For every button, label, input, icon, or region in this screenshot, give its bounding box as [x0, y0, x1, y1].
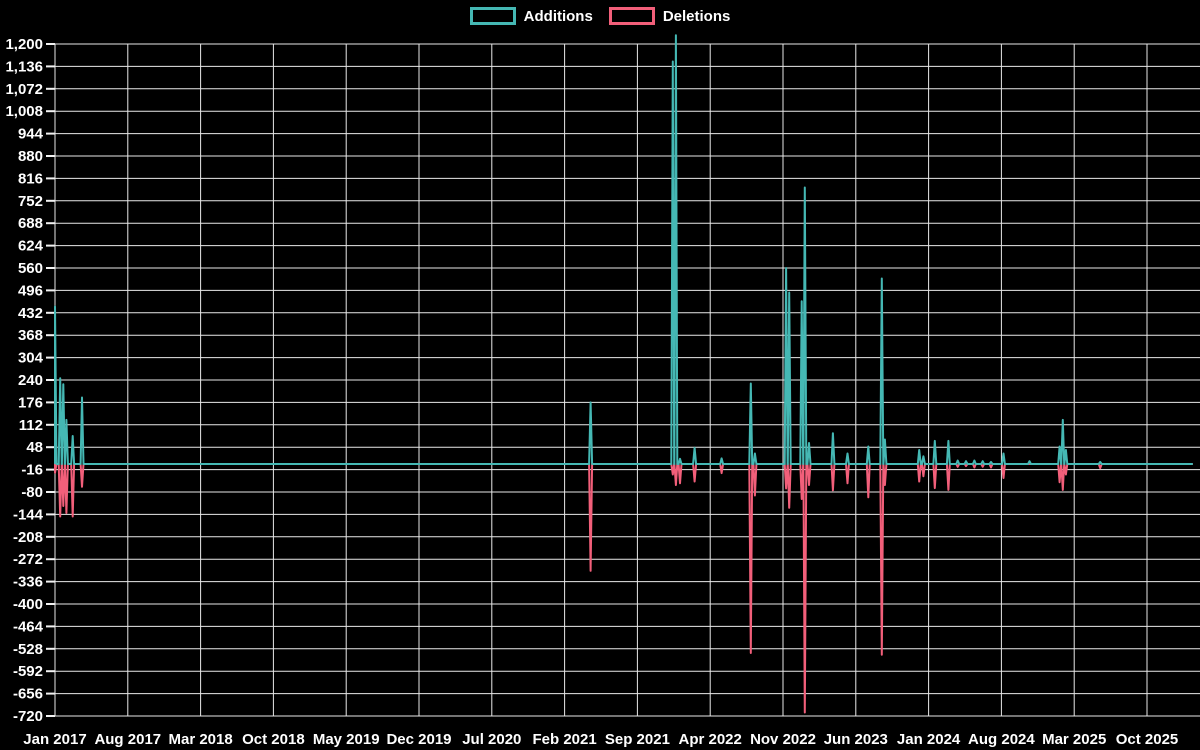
legend-label-deletions: Deletions	[662, 7, 731, 25]
legend-item-additions[interactable]: Additions	[469, 7, 593, 25]
y-tick-label: -464	[13, 618, 44, 635]
y-tick-label: -592	[13, 663, 43, 680]
y-tick-label: -144	[13, 506, 44, 523]
x-tick-label: Sep 2021	[605, 731, 670, 748]
y-tick-label: -16	[21, 462, 43, 479]
y-tick-label: 816	[18, 170, 43, 187]
x-tick-label: Mar 2018	[168, 731, 232, 748]
y-tick-label: -656	[13, 686, 43, 703]
x-tick-label: May 2019	[313, 731, 380, 748]
y-tick-label: -336	[13, 574, 43, 591]
additions-swatch-icon	[469, 7, 516, 25]
x-tick-label: Feb 2021	[532, 731, 596, 748]
x-tick-label: Aug 2017	[94, 731, 161, 748]
y-tick-label: 880	[18, 148, 43, 165]
y-tick-label: -80	[21, 484, 43, 501]
deletions-swatch-icon	[608, 7, 655, 25]
legend-item-deletions[interactable]: Deletions	[608, 7, 731, 25]
y-tick-label: 1,136	[5, 58, 43, 75]
y-tick-label: -720	[13, 708, 43, 725]
legend-label-additions: Additions	[523, 7, 593, 25]
y-tick-label: 944	[18, 126, 44, 143]
y-tick-label: -528	[13, 641, 43, 658]
x-tick-label: Oct 2025	[1116, 731, 1179, 748]
y-tick-label: 496	[18, 282, 43, 299]
x-tick-label: Jan 2024	[897, 731, 961, 748]
y-tick-label: 752	[18, 193, 43, 210]
x-tick-label: Dec 2019	[386, 731, 451, 748]
y-tick-label: 48	[26, 439, 43, 456]
y-tick-label: 240	[18, 372, 43, 389]
x-tick-label: Apr 2022	[679, 731, 742, 748]
y-tick-label: 432	[18, 305, 43, 322]
deletions-line	[54, 463, 1193, 714]
y-tick-label: 1,072	[5, 81, 43, 98]
y-tick-label: -208	[13, 529, 43, 546]
y-tick-label: 112	[19, 417, 43, 434]
x-tick-label: Jun 2023	[824, 731, 888, 748]
x-tick-label: Oct 2018	[242, 731, 305, 748]
x-tick-label: Jul 2020	[462, 731, 521, 748]
y-tick-label: 176	[18, 394, 43, 411]
additions-line	[54, 34, 1193, 465]
x-tick-label: Jan 2017	[23, 731, 86, 748]
x-tick-label: Mar 2025	[1042, 731, 1106, 748]
y-tick-label: 560	[18, 260, 43, 277]
y-tick-label: 624	[18, 238, 44, 255]
y-tick-label: -400	[13, 596, 43, 613]
y-tick-label: -272	[13, 551, 43, 568]
y-tick-label: 1,008	[5, 103, 43, 120]
y-tick-label: 368	[18, 327, 43, 344]
y-tick-label: 688	[18, 215, 43, 232]
y-tick-label: 1,200	[5, 36, 43, 53]
x-tick-label: Aug 2024	[968, 731, 1035, 748]
y-tick-label: 304	[18, 350, 44, 367]
chart-legend: Additions Deletions	[0, 7, 1200, 25]
x-tick-label: Nov 2022	[750, 731, 816, 748]
